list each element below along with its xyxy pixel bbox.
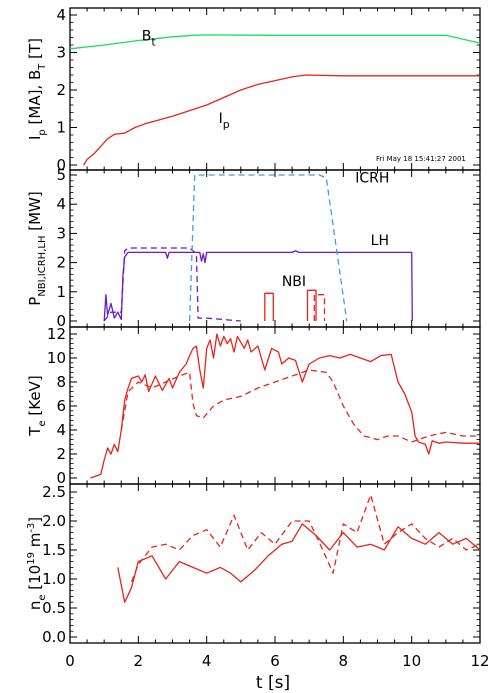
panel-electron-density: 0.0 0.5 1.0 1.5 2.0 2.5 ne​ [1019​ m-3​] (26, 483, 481, 646)
x-tick-label: 12 (470, 652, 489, 670)
y-tick-label: 2 (56, 81, 66, 99)
y-tick-label: 0.0 (42, 628, 66, 646)
series-icrh (188, 174, 348, 322)
panel-frame (69, 483, 481, 644)
y-axis-label: PNBI,ICRH,LH​ [MW] (26, 191, 48, 305)
x-tick-label: 8 (339, 652, 349, 670)
series-te-solid (90, 333, 480, 479)
y-tick-label: 2.0 (42, 512, 66, 530)
x-tick-label: 0 (65, 652, 75, 670)
y-tick-label: 1 (56, 119, 66, 137)
y-tick-label: 2 (56, 254, 66, 272)
series-te-dashed (120, 369, 480, 443)
y-tick-label: 2 (56, 445, 66, 463)
series-ne-dashed (130, 494, 481, 583)
y-tick-label: 0.5 (42, 599, 66, 617)
y-axis-label: Ip​ [MA], BT​ [T] (26, 38, 48, 140)
annotation-lh: LH (371, 233, 389, 249)
x-tick-labels: 0 2 4 6 8 10 12 (65, 652, 489, 670)
y-axis-label: Te​ [KeV] (26, 375, 48, 436)
series-nbi (264, 292, 274, 321)
annotation-icrh: ICRH (355, 170, 389, 186)
y-tick-label: 3 (56, 44, 66, 62)
y-tick-label: 4 (56, 421, 66, 439)
series-nbi-dashed (313, 294, 326, 321)
y-tick-label: 0 (56, 312, 66, 330)
y-tick-label: 4 (56, 195, 66, 213)
x-tick-label: 2 (134, 652, 144, 670)
annotation-i: Ip (219, 111, 230, 131)
panel-frame (69, 7, 481, 171)
y-tick-label: 0 (56, 469, 66, 487)
series-lh-dashed (103, 247, 241, 322)
series-lh (103, 250, 413, 322)
y-tick-label: 1.5 (42, 541, 66, 559)
y-tick-label: 5 (56, 166, 66, 184)
y-tick-label: 8 (56, 373, 66, 391)
panel-current-field: 0 1 2 3 4 Ip​ [MA], BT​ [T] Bt Ip (26, 6, 481, 174)
series-nbi-2 (306, 289, 317, 321)
annotation-b: Bt (142, 29, 157, 49)
timestamp-label: Fri May 18 15:41:27 2001 (376, 155, 466, 163)
y-tick-label: 1.0 (42, 570, 66, 588)
panel-heating-power: 0 1 2 3 4 5 PNBI,ICRH,LH​ [MW] ICRH LH NBI (26, 166, 481, 330)
series-i_p (83, 74, 480, 166)
x-tick-label: 10 (402, 652, 421, 670)
panel-electron-temperature: 0 2 4 6 8 10 12 Te​ [KeV] (26, 325, 481, 487)
series-ne-solid (117, 523, 481, 603)
y-tick-label: 3 (56, 224, 66, 242)
y-tick-label: 12 (47, 325, 66, 343)
y-tick-label: 10 (47, 349, 66, 367)
series-b_t (69, 34, 481, 50)
y-tick-label: 4 (56, 6, 66, 24)
y-tick-label: 1 (56, 283, 66, 301)
annotation-nbi: NBI (282, 274, 306, 290)
x-tick-label: 6 (270, 652, 280, 670)
x-tick-label: 4 (202, 652, 212, 670)
y-tick-label: 6 (56, 397, 66, 415)
y-tick-label: 0 (56, 156, 66, 174)
x-axis-label: t [s] (256, 673, 290, 693)
y-axis-label: ne​ [1019​ m-3​] (26, 517, 48, 610)
y-tick-label: 2.5 (42, 483, 66, 501)
